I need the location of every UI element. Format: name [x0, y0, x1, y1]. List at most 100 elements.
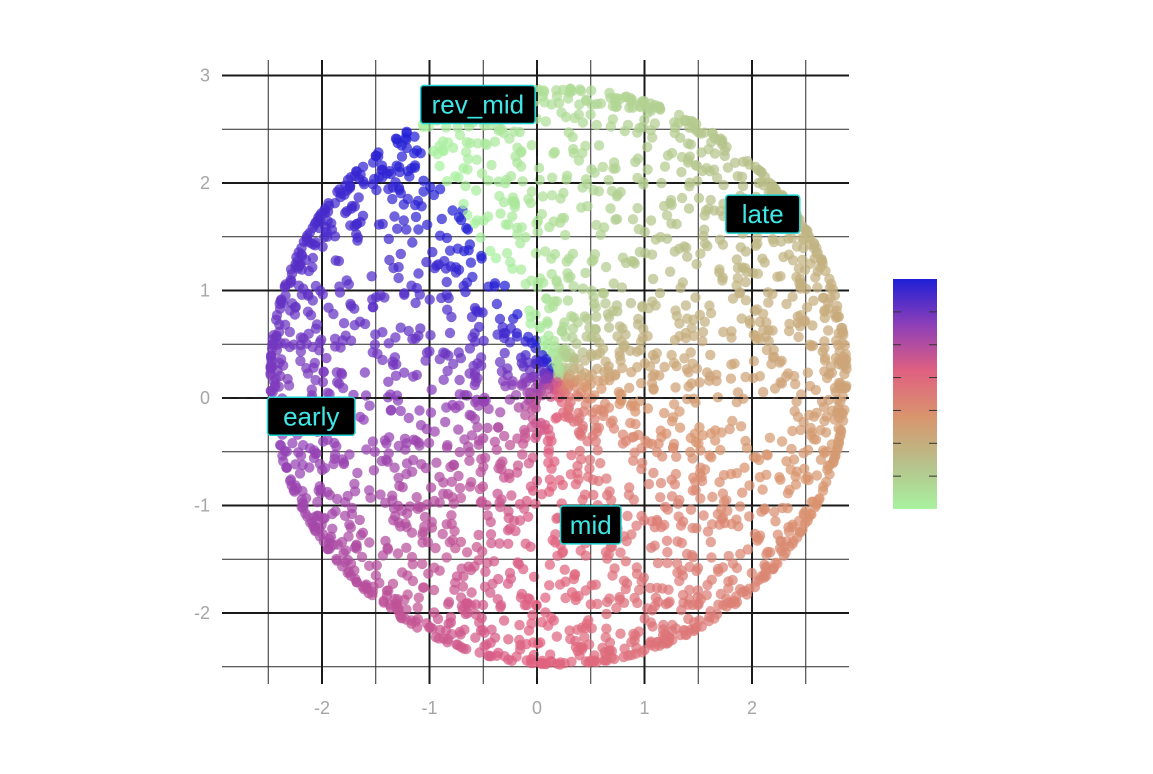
scatter-point	[448, 459, 459, 470]
scatter-point	[544, 303, 555, 314]
scatter-point	[349, 320, 360, 331]
scatter-point	[729, 358, 740, 369]
scatter-point	[396, 151, 408, 162]
scatter-point	[768, 344, 779, 356]
scatter-point	[378, 595, 389, 607]
scatter-point	[491, 444, 502, 455]
scatter-point	[675, 132, 686, 143]
scatter-point	[437, 528, 448, 540]
scatter-point	[444, 537, 455, 548]
scatter-point	[770, 183, 781, 195]
scatter-point	[657, 451, 668, 462]
scatter-point	[593, 140, 605, 151]
scatter-point	[659, 407, 670, 419]
scatter-point	[375, 489, 386, 500]
scatter-point	[560, 331, 571, 342]
scatter-point	[526, 140, 537, 151]
scatter-point	[784, 318, 795, 330]
scatter-point	[464, 137, 476, 149]
scatter-point	[829, 309, 840, 320]
scatter-point	[464, 409, 475, 421]
scatter-point	[776, 378, 787, 389]
scatter-point	[330, 506, 341, 517]
scatter-point	[543, 444, 554, 455]
scatter-point	[625, 400, 637, 411]
scatter-point	[690, 292, 701, 303]
scatter-point	[717, 488, 729, 499]
scatter-point	[399, 289, 410, 300]
scatter-point	[286, 268, 298, 279]
scatter-point	[731, 254, 742, 265]
scatter-point	[628, 455, 639, 466]
scatter-point	[465, 257, 477, 268]
scatter-point	[655, 477, 667, 489]
scatter-point	[338, 318, 350, 329]
scatter-point	[600, 298, 611, 309]
scatter-point	[393, 272, 404, 284]
scatter-point	[407, 559, 418, 570]
scatter-point	[718, 496, 730, 507]
scatter-point	[585, 378, 596, 390]
scatter-point	[357, 161, 369, 172]
scatter-point	[674, 318, 685, 329]
scatter-point	[298, 236, 310, 247]
scatter-point	[712, 563, 724, 575]
scatter-point	[409, 148, 420, 159]
scatter-point	[490, 253, 502, 264]
scatter-point	[693, 438, 704, 449]
scatter-point	[369, 339, 381, 350]
scatter-point	[431, 260, 442, 271]
scatter-point	[458, 163, 469, 174]
scatter-point	[443, 598, 454, 610]
scatter-point	[744, 511, 755, 522]
scatter-point	[397, 482, 408, 493]
scatter-point	[413, 501, 424, 512]
scatter-point	[683, 154, 694, 165]
scatter-point	[530, 418, 542, 429]
scatter-point	[740, 263, 751, 274]
scatter-point	[603, 175, 614, 186]
scatter-point	[286, 298, 298, 309]
scatter-point	[549, 146, 560, 158]
scatter-point	[805, 422, 816, 434]
scatter-point	[598, 288, 610, 299]
scatter-point	[591, 119, 602, 131]
scatter-point	[734, 584, 746, 595]
scatter-point	[451, 639, 462, 650]
scatter-point	[669, 117, 680, 128]
scatter-point	[595, 229, 606, 240]
scatter-point	[403, 412, 414, 424]
scatter-point	[616, 282, 628, 293]
scatter-point	[330, 255, 341, 266]
scatter-point	[572, 317, 583, 328]
scatter-point	[586, 285, 597, 296]
scatter-point	[425, 407, 437, 418]
scatter-point	[752, 268, 763, 279]
scatter-point	[317, 376, 329, 388]
scatter-point	[442, 137, 454, 148]
scatter-point	[799, 463, 810, 474]
scatter-point	[573, 427, 585, 438]
scatter-point	[434, 354, 445, 365]
scatter-point	[675, 282, 686, 294]
scatter-point	[633, 626, 645, 637]
scatter-point	[494, 313, 506, 325]
scatter-point	[519, 503, 530, 514]
scatter-point	[676, 192, 688, 204]
scatter-point	[297, 440, 309, 451]
scatter-point	[450, 402, 461, 414]
scatter-point	[540, 592, 551, 603]
scatter-point	[295, 355, 306, 367]
scatter-point	[319, 231, 330, 243]
scatter-point	[509, 126, 520, 137]
scatter-point	[541, 373, 552, 384]
scatter-point	[617, 323, 628, 334]
scatter-point	[748, 372, 759, 384]
scatter-point	[644, 361, 656, 372]
scatter-point	[398, 215, 409, 226]
scatter-point	[542, 338, 553, 350]
scatter-point	[682, 313, 693, 324]
scatter-point	[488, 556, 500, 567]
scatter-point	[404, 501, 416, 512]
